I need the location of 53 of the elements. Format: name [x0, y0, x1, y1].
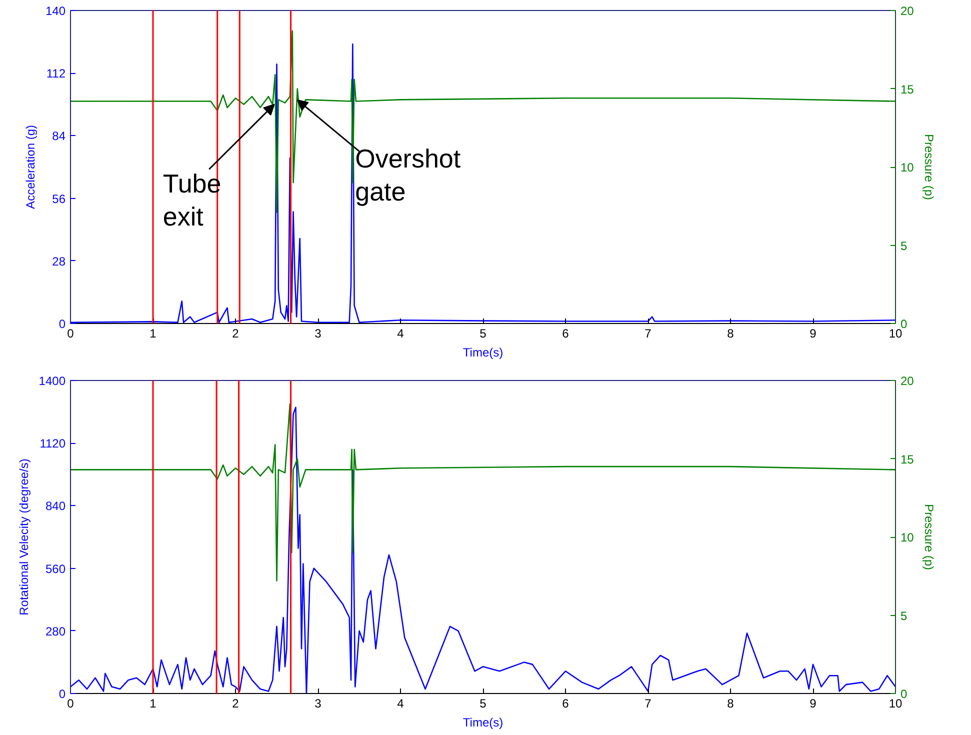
x-tick-label: 5 — [480, 326, 487, 340]
x-tick-label: 3 — [314, 326, 322, 340]
y-axis-title: Acceleration (g) — [23, 124, 38, 210]
x-tick-label: 6 — [562, 326, 570, 340]
x-tick-label: 4 — [397, 326, 404, 340]
y2-tick-label: 10 — [900, 530, 914, 544]
y2-tick-label: 15 — [900, 82, 914, 96]
y2-tick-label: 15 — [900, 452, 914, 466]
x-axis-title: Time(s) — [462, 346, 504, 360]
y-tick-label: 1120 — [40, 436, 66, 451]
x-tick-label: 8 — [727, 326, 734, 340]
x-axis-title: Time(s) — [462, 716, 504, 730]
y2-tick-label: 20 — [900, 4, 914, 18]
x-tick-label: 1 — [150, 326, 157, 340]
x-tick-label: 7 — [644, 696, 652, 710]
y-tick-label: 0 — [58, 687, 66, 701]
y-tick-label: 56 — [52, 192, 66, 206]
y-tick-label: 28 — [52, 254, 66, 268]
x-tick-label: 2 — [232, 696, 240, 710]
x-tick-label: 0 — [67, 696, 74, 710]
y2-tick-label: 20 — [900, 374, 914, 388]
y-tick-label: 140 — [45, 4, 66, 18]
y-tick-label: 112 — [46, 66, 66, 81]
x-tick-label: 10 — [888, 696, 902, 710]
y2-axis-title: Pressure (p) — [922, 504, 936, 570]
x-tick-label: 3 — [314, 696, 322, 710]
x-tick-label: 10 — [888, 326, 902, 340]
x-tick-label: 6 — [562, 696, 570, 710]
annotation: Overshot gate — [355, 144, 462, 207]
y2-tick-label: 5 — [900, 608, 908, 623]
y-tick-label: 560 — [45, 562, 66, 576]
y-tick-label: 84 — [52, 129, 66, 144]
y-tick-label: 840 — [45, 499, 66, 514]
x-tick-label: 2 — [232, 326, 240, 340]
y-tick-label: 0 — [58, 317, 66, 331]
x-tick-label: 5 — [480, 696, 487, 710]
y2-axis-title: Pressure (p) — [922, 134, 936, 200]
y2-tick-label: 0 — [900, 317, 908, 331]
x-tick-label: 0 — [67, 326, 74, 340]
y-tick-label: 280 — [45, 624, 66, 638]
y-tick-label: 1400 — [38, 374, 66, 388]
y-axis-title: Rotational Velecity (degree/s) — [16, 458, 31, 616]
line-series — [70, 403, 896, 582]
line-series — [70, 406, 896, 694]
x-tick-label: 9 — [810, 696, 817, 710]
x-tick-label: 1 — [150, 696, 157, 710]
x-tick-label: 8 — [727, 696, 734, 710]
y2-tick-label: 5 — [900, 238, 908, 253]
x-tick-label: 9 — [810, 326, 817, 340]
x-tick-label: 7 — [644, 326, 652, 340]
y2-tick-label: 0 — [900, 687, 908, 701]
x-tick-label: 4 — [397, 696, 404, 710]
y2-tick-label: 10 — [900, 160, 914, 174]
